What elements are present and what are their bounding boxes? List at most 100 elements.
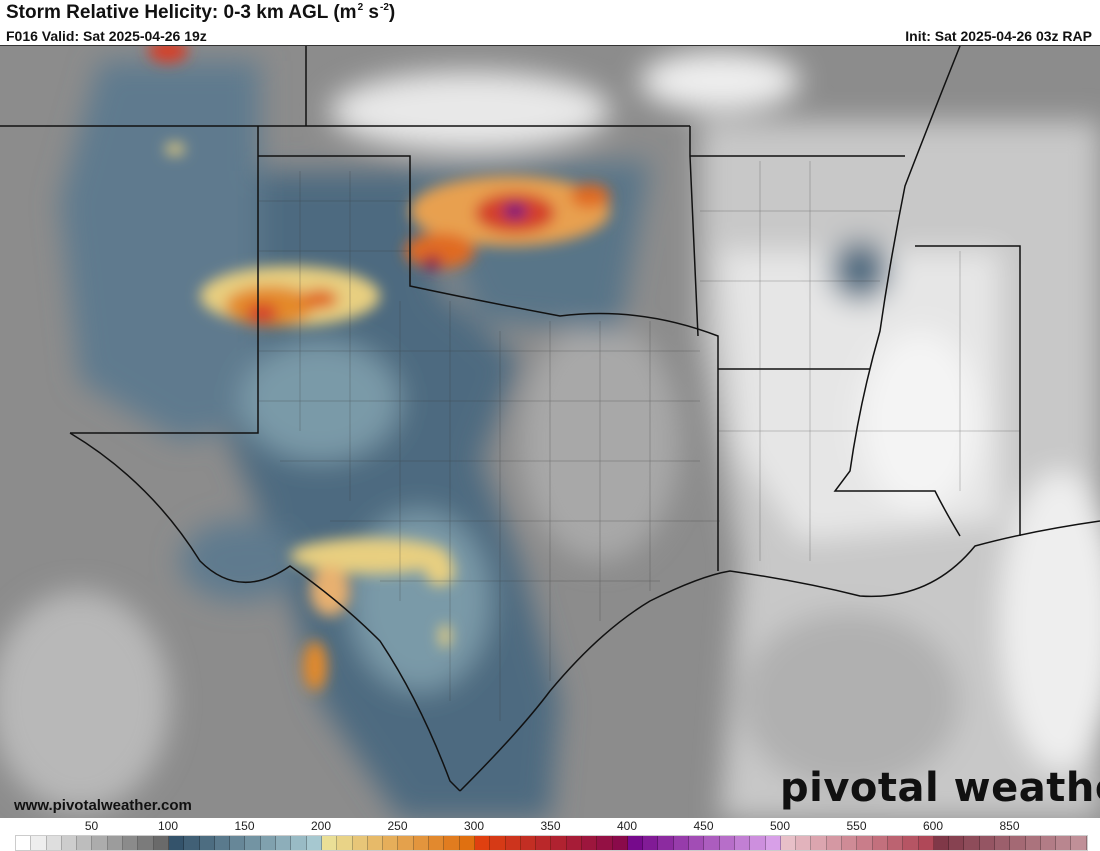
colorbar-box xyxy=(887,836,904,850)
colorbar-box xyxy=(597,836,613,850)
colorbar-box xyxy=(107,836,124,850)
colorbar-tick-label: 350 xyxy=(540,819,561,833)
title-text-mid: s xyxy=(363,2,379,23)
colorbar-tick-label: 100 xyxy=(157,819,179,833)
colorbar-box xyxy=(77,836,93,850)
title-text-end: ) xyxy=(388,2,396,23)
colorbar-tick-label: 450 xyxy=(693,819,714,833)
colorbar-box xyxy=(429,836,445,850)
colorbar-box xyxy=(1025,836,1041,850)
colorbar-box xyxy=(673,836,690,850)
colorbar-box xyxy=(31,836,47,850)
colorbar-box xyxy=(199,836,215,850)
colorbar-box xyxy=(505,836,521,850)
colorbar-box xyxy=(949,836,965,850)
colorbar-box xyxy=(413,836,430,850)
colorbar-box xyxy=(92,836,108,850)
colorbar-box xyxy=(46,836,62,850)
colorbar-tick-label: 600 xyxy=(922,819,944,833)
colorbar-box xyxy=(536,836,552,850)
colorbar-box xyxy=(444,836,460,850)
colorbar-box xyxy=(658,836,674,850)
colorbar-tick-label: 250 xyxy=(387,819,408,833)
colorbar-box xyxy=(16,836,32,850)
colorbar-box xyxy=(291,836,307,850)
colorbar-box xyxy=(857,836,873,850)
colorbar-box xyxy=(474,836,491,850)
colorbar-box xyxy=(321,836,338,850)
colorbar-box xyxy=(260,836,277,850)
colorbar-box xyxy=(581,836,598,850)
colorbar-tick-label: 300 xyxy=(463,819,485,833)
colorbar-box xyxy=(551,836,567,850)
title-superscript-1: 2 xyxy=(357,2,364,13)
colorbar-box xyxy=(138,836,154,850)
colorbar-box xyxy=(842,836,858,850)
colorbar-box xyxy=(765,836,781,850)
county-borders xyxy=(258,161,1020,721)
colorbar-box xyxy=(184,836,200,850)
colorbar-box xyxy=(459,836,475,850)
colorbar-box xyxy=(734,836,751,850)
colorbar-box xyxy=(230,836,246,850)
colorbar-box xyxy=(933,836,950,850)
pivotal-weather-logo: pivotal weather xyxy=(780,765,1100,811)
colorbar-box xyxy=(520,836,537,850)
colorbar-tick-label: 200 xyxy=(310,819,332,833)
colorbar-box xyxy=(612,836,628,850)
colorbar-box xyxy=(918,836,934,850)
colorbar-box xyxy=(1040,836,1057,850)
colorbar-tick-label: 150 xyxy=(234,819,255,833)
colorbar-box xyxy=(276,836,292,850)
colorbar-box xyxy=(61,836,78,850)
colorbar-box xyxy=(719,836,735,850)
colorbar-box xyxy=(995,836,1011,850)
colorbar-box xyxy=(123,836,139,850)
colorbar-box xyxy=(245,836,261,850)
colorbar-box xyxy=(979,836,995,850)
init-time: Init: Sat 2025-04-26 03z RAP xyxy=(905,28,1092,44)
colorbar-box xyxy=(214,836,231,850)
colorbar: 50 100 150 200 250 300 350 400 450 500 550 600 850 xyxy=(0,818,1100,851)
colorbar-box xyxy=(383,836,399,850)
colorbar-tick-label: 400 xyxy=(616,819,638,833)
colorbar-tick-label: 850 xyxy=(999,819,1020,833)
colorbar-box xyxy=(643,836,659,850)
colorbar-box xyxy=(1071,836,1087,850)
colorbar-box xyxy=(811,836,827,850)
colorbar-box xyxy=(796,836,812,850)
map-title: Storm Relative Helicity: 0-3 km AGL (m2 … xyxy=(6,2,395,24)
title-text: Storm Relative Helicity: 0-3 km AGL (m xyxy=(6,2,357,23)
colorbar-tick-label: 500 xyxy=(769,819,791,833)
valid-time: F016 Valid: Sat 2025-04-26 19z xyxy=(6,28,207,44)
colorbar-box xyxy=(398,836,414,850)
colorbar-box xyxy=(704,836,720,850)
colorbar-tick-label: 50 xyxy=(84,819,99,833)
colorbar-boxes xyxy=(15,835,1088,851)
colorbar-box xyxy=(367,836,384,850)
colorbar-box xyxy=(964,836,980,850)
colorbar-tick-label: 550 xyxy=(846,819,867,833)
helicity-map xyxy=(0,45,1100,819)
colorbar-box xyxy=(566,836,582,850)
colorbar-box xyxy=(306,836,322,850)
colorbar-box xyxy=(689,836,705,850)
colorbar-box xyxy=(153,836,169,850)
colorbar-box xyxy=(903,836,919,850)
colorbar-box xyxy=(168,836,185,850)
colorbar-box xyxy=(352,836,368,850)
colorbar-ticks: 50 100 150 200 250 300 350 400 450 500 550 600 850 xyxy=(0,818,1100,833)
colorbar-box xyxy=(627,836,644,850)
colorbar-box xyxy=(780,836,797,850)
colorbar-box xyxy=(1056,836,1072,850)
high-helicity-areas xyxy=(148,46,610,691)
colorbar-box xyxy=(750,836,766,850)
colorbar-box xyxy=(1010,836,1026,850)
colorbar-box xyxy=(337,836,353,850)
state-borders xyxy=(0,46,1100,792)
colorbar-box xyxy=(872,836,888,850)
title-superscript-2: -2 xyxy=(379,2,389,13)
website-label: www.pivotalweather.com xyxy=(14,797,192,814)
colorbar-box xyxy=(826,836,843,850)
colorbar-box xyxy=(490,836,506,850)
